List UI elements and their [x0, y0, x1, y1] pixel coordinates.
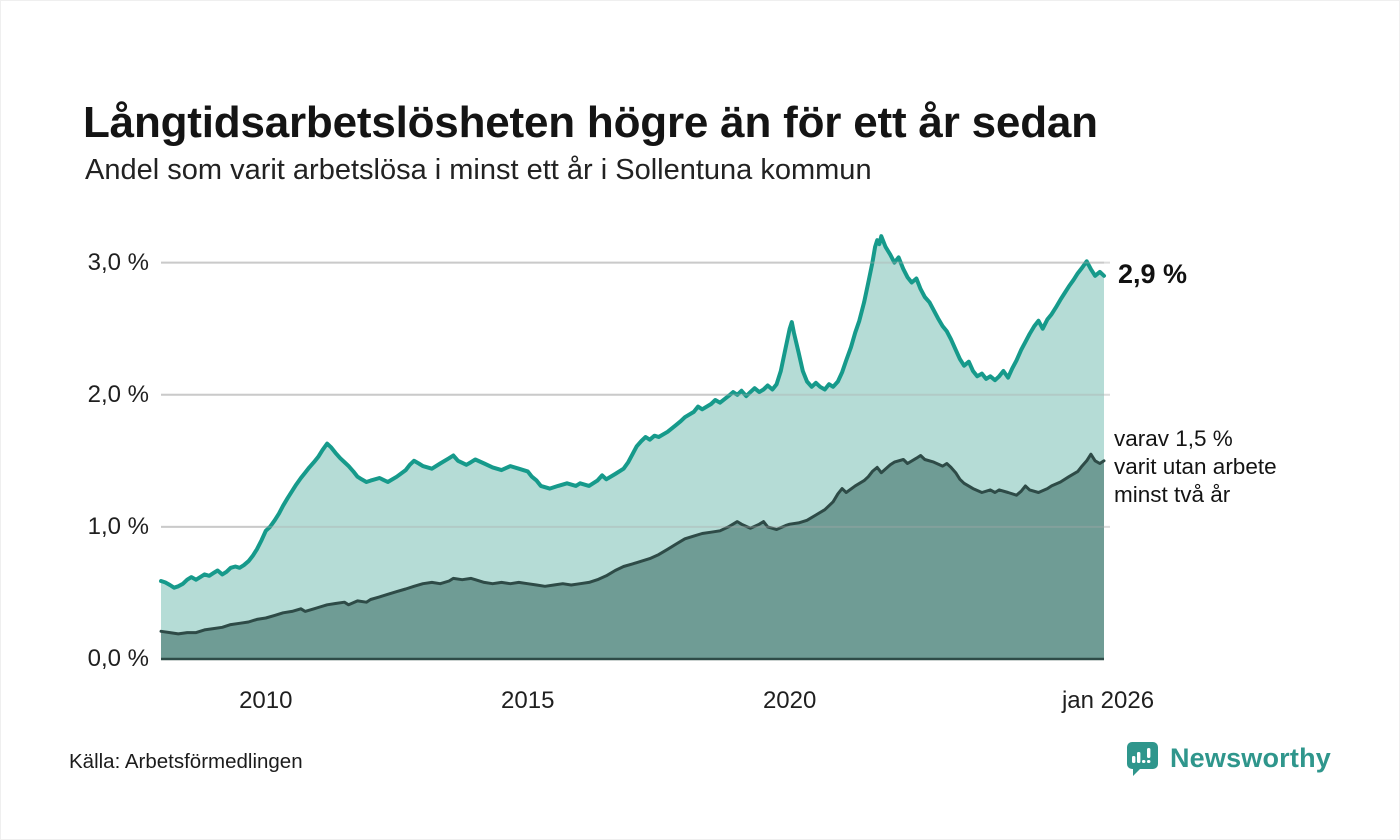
line-2years — [159, 452, 1106, 636]
exclamation-icon — [1146, 748, 1151, 758]
bar-icon — [1136, 752, 1141, 763]
speech-bubble-shape — [1126, 742, 1158, 776]
secondary-series-label-line: varav 1,5 % — [1114, 425, 1233, 451]
newsworthy-logo-icon — [1126, 742, 1158, 776]
bar-icon — [1131, 756, 1136, 763]
y-tick-label: 0,0 % — [87, 645, 149, 672]
newsworthy-logo-text: Newsworthy — [1169, 742, 1331, 773]
dot-icon — [1141, 760, 1146, 763]
newsworthy-logo: Newsworthy — [1123, 739, 1331, 777]
y-tick-label: 1,0 % — [87, 512, 149, 540]
exclamation-dot-icon — [1146, 760, 1151, 763]
area-2years — [161, 454, 1104, 659]
secondary-series-label: varav 1,5 % varit utan arbete minst två … — [1114, 425, 1277, 509]
x-tick-label: 2010 — [239, 687, 293, 714]
y-tick-label: 2,0 % — [87, 380, 149, 408]
latest-value-label: 2,9 % — [1118, 258, 1188, 289]
line-1year — [159, 234, 1106, 590]
y-tick-label: 3,0 % — [87, 248, 149, 276]
x-tick-label: 2020 — [762, 687, 817, 714]
secondary-series-label-line: minst två år — [1114, 481, 1231, 507]
x-tick-label: 2015 — [501, 687, 555, 714]
secondary-series-label-line: varit utan arbete — [1114, 453, 1277, 479]
chart-title: Långtidsarbetslösheten högre än för ett … — [83, 98, 1098, 148]
x-tick-label: jan 2026 — [1061, 687, 1155, 714]
source-note: Källa: Arbetsförmedlingen — [69, 750, 303, 773]
chart-subtitle: Andel som varit arbetslösa i minst ett å… — [85, 154, 872, 186]
